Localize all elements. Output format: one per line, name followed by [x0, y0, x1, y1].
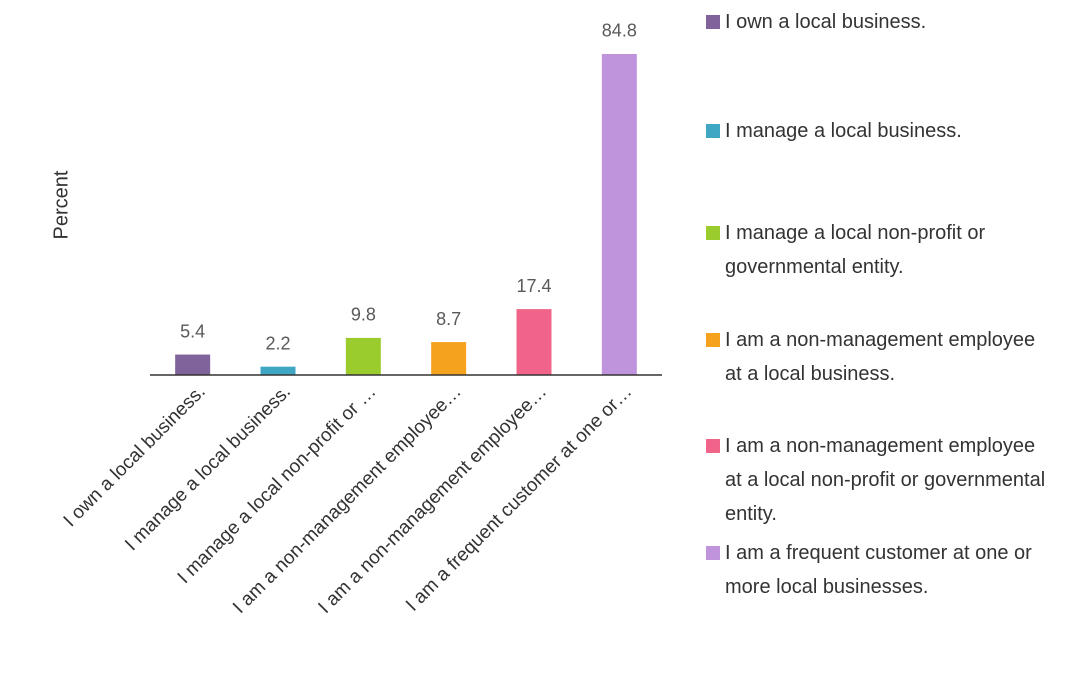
data-label: 8.7: [436, 309, 461, 329]
bar: [601, 53, 637, 375]
legend-label: I am a frequent customer at one or more …: [725, 542, 1032, 598]
legend-entry: I own a local business.: [706, 5, 1051, 39]
bar: [345, 337, 381, 375]
chart: Percent 5.4 I own a local business. 2.2 I m…: [50, 21, 662, 618]
data-label: 5.4: [180, 321, 205, 341]
data-label: 17.4: [516, 276, 551, 296]
legend-label: I manage a local non-profit or governmen…: [725, 222, 986, 278]
data-label: 2.2: [265, 333, 290, 353]
legend-swatch: [706, 15, 720, 29]
legend-swatch: [706, 546, 720, 560]
bar: [260, 366, 296, 375]
legend-label: I own a local business.: [725, 11, 927, 33]
legend-swatch: [706, 439, 720, 453]
y-axis-label: Percent: [50, 170, 72, 239]
legend-entry: I am a non-management employee at a loca…: [706, 429, 1051, 531]
legend-swatch: [706, 124, 720, 138]
legend-label: I manage a local business.: [725, 120, 962, 142]
data-label: 9.8: [351, 305, 376, 325]
legend-swatch: [706, 226, 720, 240]
x-tick-label: I manage a local business.: [121, 381, 295, 555]
legend-entry: I am a frequent customer at one or more …: [706, 536, 1051, 604]
legend-entry: I manage a local non-profit or governmen…: [706, 216, 1051, 284]
bar: [175, 354, 211, 375]
bar: [516, 309, 552, 375]
legend-swatch: [706, 333, 720, 347]
legend-label: I am a non-management employee at a loca…: [725, 435, 1046, 525]
legend-entry: I manage a local business.: [706, 114, 1051, 148]
data-label: 84.8: [602, 21, 637, 41]
bar: [431, 342, 467, 375]
legend-label: I am a non-management employee at a loca…: [725, 329, 1036, 385]
x-tick-label: I own a local business.: [60, 381, 210, 531]
legend-entry: I am a non-management employee at a loca…: [706, 323, 1051, 391]
